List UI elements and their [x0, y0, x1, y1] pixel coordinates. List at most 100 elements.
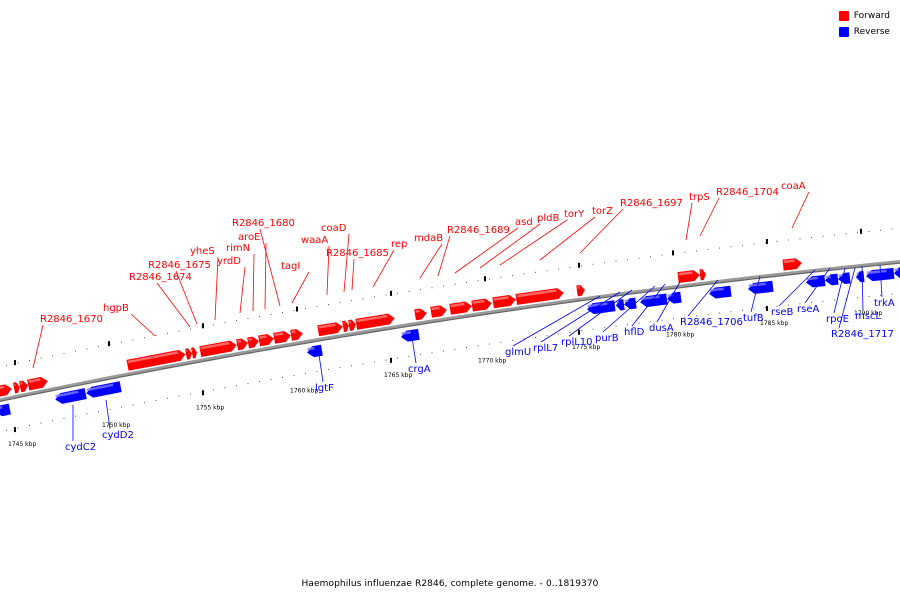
reverse-gene-arrow: [55, 388, 87, 404]
forward-gene-arrow-body: [199, 340, 237, 358]
minor-tick-bottom: [719, 312, 720, 314]
minor-tick-top: [282, 311, 283, 313]
forward-gene-arrow: [290, 328, 303, 341]
minor-tick-top: [604, 262, 605, 264]
major-tick: [14, 360, 16, 366]
reverse-leader-line: [105, 399, 111, 430]
major-tick: [108, 341, 110, 347]
forward-gene-arrow: [0, 384, 12, 397]
minor-tick-bottom: [29, 424, 30, 426]
reverse-gene-label: R2846_1717: [831, 329, 894, 340]
reverse-gene-label: rseA: [797, 304, 819, 315]
forward-gene-arrow-highlight: [450, 302, 465, 308]
minor-tick-top: [40, 357, 42, 359]
minor-tick-bottom: [431, 352, 433, 354]
minor-tick-top: [86, 348, 88, 350]
forward-gene-arrow-highlight: [274, 332, 284, 337]
reverse-gene-arrow-highlight: [624, 299, 629, 303]
reverse-gene-arrow-highlight: [866, 269, 887, 275]
forward-leader-line: [214, 256, 219, 321]
minor-tick-bottom: [259, 381, 260, 383]
minor-tick-bottom: [40, 422, 42, 424]
forward-gene-arrow-highlight: [356, 314, 388, 323]
minor-tick-top: [293, 309, 295, 311]
forward-gene-label: asd: [515, 217, 533, 228]
minor-tick-bottom: [144, 402, 145, 404]
reverse-gene-arrow-highlight: [709, 287, 724, 292]
minor-tick-top: [627, 259, 628, 261]
minor-tick-bottom: [569, 331, 571, 333]
minor-tick-bottom: [316, 371, 318, 373]
forward-gene-arrow-highlight: [186, 349, 188, 353]
reverse-gene-label: R2846_1706: [680, 317, 743, 328]
reverse-gene-arrow: [825, 273, 839, 286]
forward-leader-line: [343, 233, 350, 293]
legend-label-reverse: Reverse: [853, 27, 890, 37]
reverse-leader-line: [778, 269, 816, 307]
forward-leader-line: [685, 202, 693, 241]
minor-tick-bottom: [742, 309, 743, 311]
minor-tick-bottom: [615, 325, 617, 327]
minor-tick-top: [52, 355, 53, 357]
minor-tick-bottom: [512, 340, 513, 342]
forward-gene-arrow: [126, 350, 186, 371]
forward-leader-line: [499, 219, 568, 266]
minor-tick-top: [316, 306, 318, 308]
forward-gene-arrow: [782, 258, 802, 271]
minor-tick-top: [408, 290, 410, 292]
forward-leader-line: [156, 282, 191, 328]
reverse-gene-arrow: [624, 297, 637, 310]
forward-gene-arrow: [342, 320, 349, 333]
minor-tick-top: [489, 278, 490, 280]
forward-gene-arrow: [515, 288, 564, 305]
minor-tick-top: [362, 298, 364, 300]
forward-gene-arrow: [699, 269, 706, 281]
forward-gene-label: R2846_1674: [129, 272, 192, 283]
minor-tick-top: [822, 235, 824, 237]
minor-tick-bottom: [121, 406, 122, 408]
minor-tick-bottom: [604, 327, 605, 329]
forward-gene-arrow: [12, 382, 20, 394]
strand-legend: Forward Reverse: [838, 9, 890, 41]
forward-gene-arrow-highlight: [192, 348, 194, 352]
forward-gene-arrow-body: [27, 376, 48, 391]
forward-gene-arrow: [430, 305, 447, 318]
minor-tick-bottom: [408, 355, 410, 357]
minor-tick-top: [581, 265, 582, 267]
forward-gene-label: aroE: [238, 232, 260, 243]
minor-tick-bottom: [6, 429, 7, 431]
forward-gene-arrow-body: [699, 269, 706, 281]
minor-tick-top: [397, 292, 398, 294]
major-tick: [766, 306, 768, 312]
reverse-gene-arrow-body: [825, 273, 839, 286]
reverse-leader-line: [602, 285, 656, 333]
reverse-leader-line: [568, 289, 633, 337]
minor-tick-top: [339, 302, 341, 304]
reverse-gene-arrow-body: [838, 272, 851, 284]
minor-tick-top: [6, 364, 7, 366]
reverse-gene-arrow-highlight: [587, 302, 608, 308]
forward-gene-arrow-highlight: [415, 309, 420, 313]
reverse-gene-arrow-highlight: [86, 383, 114, 392]
minor-tick-bottom: [523, 338, 525, 340]
genome-caption: Haemophilus influenzae R2846, complete g…: [301, 579, 599, 589]
minor-tick-bottom: [270, 378, 272, 380]
forward-gene-arrow-highlight: [259, 335, 267, 339]
reverse-gene-arrow-highlight: [838, 274, 843, 278]
forward-gene-arrow-highlight: [200, 341, 230, 350]
reverse-gene-label: rplL10: [561, 337, 593, 348]
forward-gene-arrow-body: [273, 331, 291, 344]
minor-tick-top: [523, 273, 525, 275]
minor-tick-bottom: [696, 315, 697, 317]
major-tick: [390, 290, 392, 296]
minor-tick-top: [63, 352, 65, 354]
major-tick: [578, 262, 580, 268]
minor-tick-bottom: [730, 311, 732, 313]
forward-gene-arrow: [199, 340, 237, 358]
reverse-gene-label: rseB: [771, 307, 793, 318]
minor-tick-top: [650, 256, 651, 258]
reverse-gene-arrow-highlight: [748, 282, 766, 288]
minor-tick-top: [857, 232, 858, 234]
minor-tick-bottom: [236, 385, 237, 387]
